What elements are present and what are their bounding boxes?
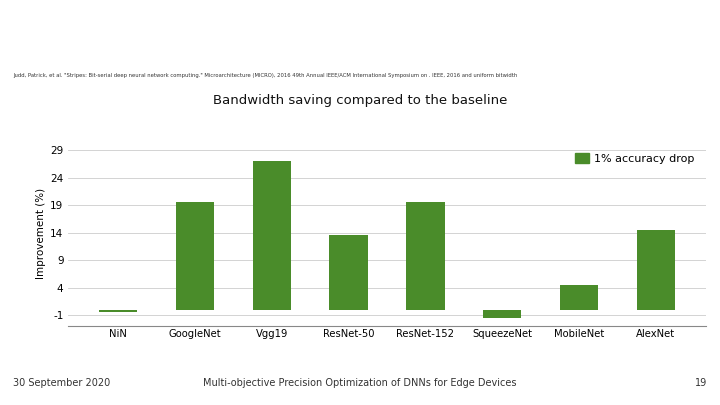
Bar: [559, 285, 598, 309]
Text: 19: 19: [695, 378, 707, 388]
Bar: [636, 230, 675, 309]
Bar: [330, 235, 368, 309]
Text: Multi-objective Precision Optimization of DNNs for Edge Devices: Multi-objective Precision Optimization o…: [203, 378, 517, 388]
Bar: [406, 202, 444, 309]
Text: Minimizing input read bandwidth: Minimizing input read bandwidth: [16, 18, 613, 49]
Bar: [176, 202, 215, 309]
Y-axis label: Improvement (%): Improvement (%): [36, 188, 46, 279]
Bar: [253, 161, 291, 309]
Bar: [483, 309, 521, 318]
Text: Judd, Patrick, et al. "Stripes: Bit-serial deep neural network computing." Micro: Judd, Patrick, et al. "Stripes: Bit-seri…: [13, 73, 517, 78]
Legend: 1% accuracy drop: 1% accuracy drop: [570, 147, 700, 169]
Text: 30 September 2020: 30 September 2020: [13, 378, 110, 388]
Text: Bandwidth saving compared to the baseline: Bandwidth saving compared to the baselin…: [213, 94, 507, 107]
Bar: [99, 309, 138, 312]
